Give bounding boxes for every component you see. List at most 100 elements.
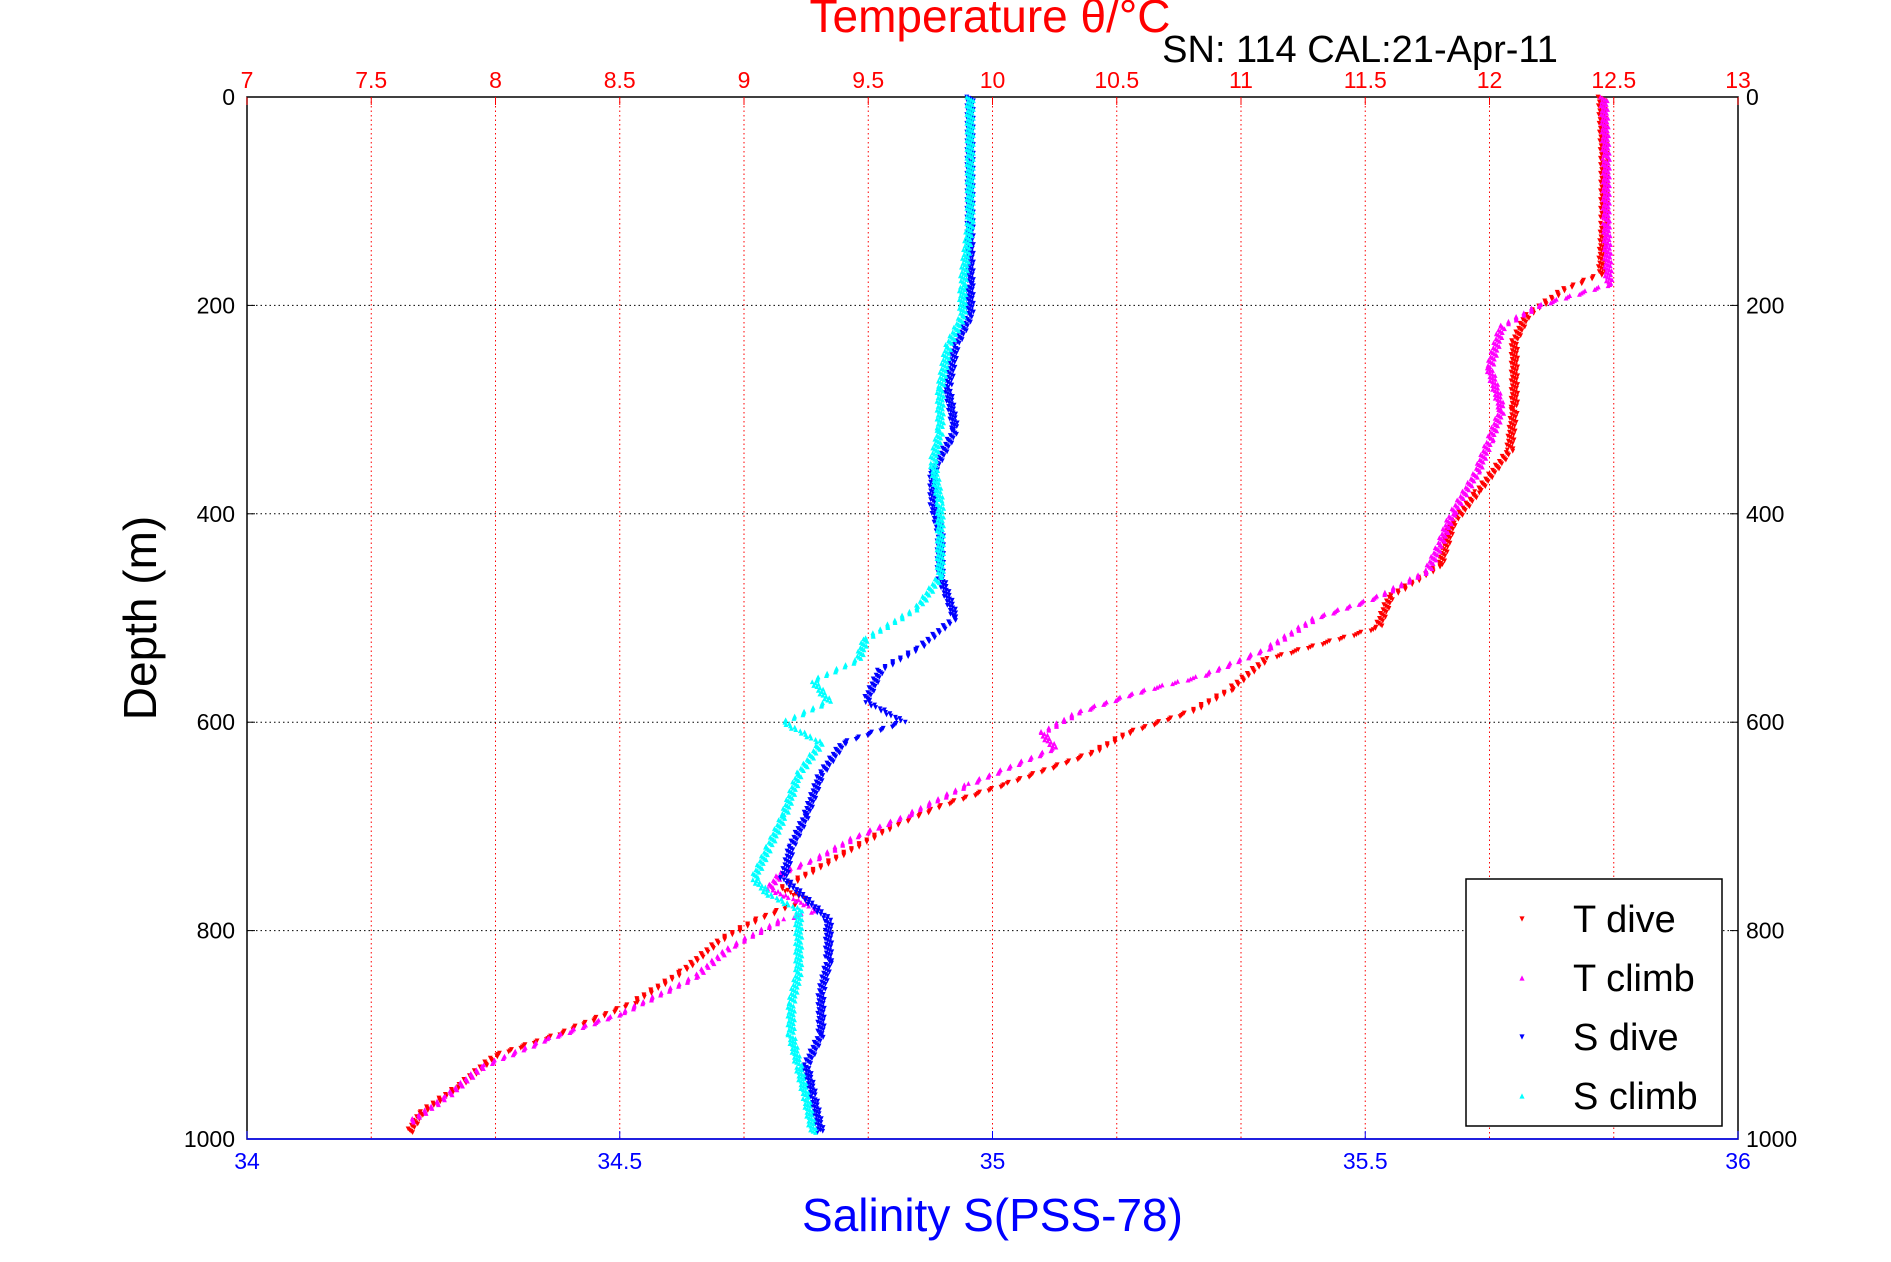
data-point	[949, 401, 954, 407]
data-point	[950, 605, 956, 611]
data-point	[1289, 631, 1295, 637]
data-point	[1461, 496, 1466, 502]
data-point	[612, 1009, 618, 1015]
data-point	[971, 133, 976, 139]
data-point	[1469, 483, 1475, 489]
data-point	[1039, 769, 1045, 775]
data-point	[879, 671, 885, 677]
data-point	[821, 970, 826, 976]
data-point	[1487, 442, 1493, 448]
data-point	[1500, 403, 1506, 409]
data-point	[1523, 319, 1529, 325]
data-point	[555, 1033, 561, 1039]
data-point	[954, 424, 960, 430]
data-point	[806, 1073, 811, 1079]
data-point	[1510, 427, 1516, 433]
data-point	[808, 1123, 814, 1129]
data-point	[1598, 188, 1603, 194]
data-point	[799, 926, 805, 931]
data-point	[778, 824, 784, 830]
data-point	[953, 345, 959, 351]
data-point	[809, 909, 814, 915]
data-point	[962, 287, 968, 292]
data-point	[969, 237, 975, 242]
data-point	[872, 683, 878, 689]
data-point	[1490, 375, 1495, 381]
data-point	[828, 926, 834, 932]
data-point	[821, 1005, 827, 1011]
data-point	[1606, 204, 1611, 210]
data-point	[803, 1084, 809, 1090]
data-point	[792, 1008, 797, 1014]
data-point	[796, 864, 802, 870]
data-point	[801, 1083, 806, 1089]
data-point	[1310, 619, 1316, 625]
data-point	[929, 503, 935, 509]
data-point	[960, 319, 966, 325]
data-point	[905, 819, 911, 824]
data-point	[1512, 423, 1518, 429]
data-point	[1495, 400, 1501, 406]
data-point	[818, 865, 824, 871]
data-point	[931, 515, 937, 521]
data-point	[814, 1102, 820, 1108]
data-point	[786, 859, 792, 865]
data-point	[788, 890, 793, 896]
data-point	[1497, 419, 1503, 425]
data-point	[1598, 225, 1604, 231]
data-point	[938, 440, 944, 446]
data-point	[813, 1088, 818, 1094]
data-point	[934, 453, 939, 458]
data-point	[816, 905, 822, 911]
data-point	[1445, 544, 1451, 550]
serial-calibration-annotation: SN: 114 CAL:21-Apr-11	[1162, 29, 1558, 71]
data-point	[1509, 365, 1515, 371]
data-point	[770, 885, 776, 891]
data-point	[1519, 328, 1525, 334]
data-point	[1443, 543, 1449, 549]
data-point	[1609, 268, 1614, 274]
data-point	[953, 618, 958, 623]
data-point	[939, 575, 945, 580]
data-point	[787, 882, 793, 888]
data-point	[955, 347, 961, 353]
data-point	[816, 787, 822, 792]
data-point	[1246, 673, 1252, 679]
data-point	[1390, 597, 1395, 603]
data-point	[806, 1118, 812, 1124]
data-point	[1508, 343, 1514, 349]
data-point	[931, 519, 937, 525]
data-point	[971, 165, 976, 171]
data-point	[816, 998, 822, 1004]
data-point	[939, 498, 945, 504]
data-point	[936, 449, 942, 455]
data-point	[1464, 492, 1470, 498]
data-point	[969, 263, 975, 269]
data-point	[811, 1117, 817, 1123]
data-point	[791, 893, 796, 898]
data-point	[580, 1025, 586, 1031]
data-point	[1508, 352, 1514, 357]
data-point	[820, 692, 826, 698]
data-point	[929, 510, 935, 516]
data-point	[489, 1058, 495, 1064]
data-point	[1563, 295, 1569, 301]
data-point	[971, 242, 976, 247]
data-point	[811, 755, 817, 761]
data-point	[825, 963, 830, 969]
data-point	[969, 213, 975, 219]
data-point	[690, 963, 696, 969]
data-point	[1508, 440, 1513, 445]
data-point	[1191, 709, 1196, 715]
data-point	[798, 774, 804, 780]
data-point	[790, 885, 796, 891]
data-point	[415, 1121, 421, 1127]
data-point	[785, 887, 791, 893]
salinity-tick-label: 34.5	[597, 1148, 642, 1174]
data-point	[950, 363, 956, 369]
data-point	[947, 396, 952, 402]
data-point	[947, 596, 952, 602]
data-point	[1598, 179, 1603, 185]
data-point	[817, 1003, 823, 1009]
data-point	[826, 934, 831, 939]
